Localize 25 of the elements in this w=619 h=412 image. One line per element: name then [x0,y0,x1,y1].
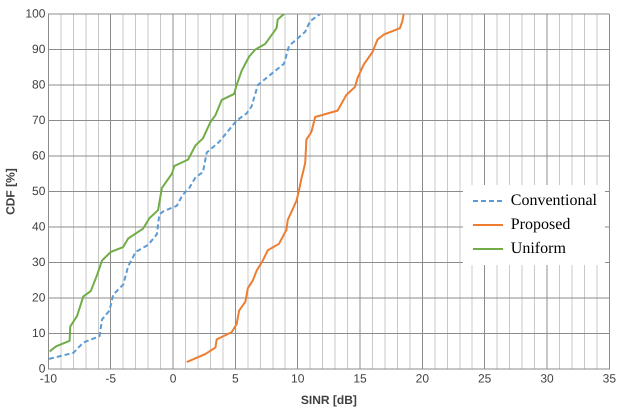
y-tick-label: 80 [32,77,46,92]
x-tick-label: 20 [416,372,430,386]
y-tick-label: 90 [32,42,46,56]
y-tick-label: 30 [32,254,46,269]
x-tick-label: 25 [478,372,492,386]
y-axis-title: CDF [%] [4,168,18,215]
x-tick-label: 15 [353,372,368,386]
x-tick-label: 35 [602,372,616,386]
x-axis-title: SINR [dB] [300,393,357,408]
legend-label: Proposed [510,216,570,234]
x-tick-label: -5 [105,372,116,386]
x-tick-label: 5 [232,372,240,386]
y-tick-label: 70 [32,112,46,127]
y-tick-label: 60 [32,148,46,162]
x-tick-label: 10 [291,372,305,386]
y-tick-label: 10 [32,326,46,340]
x-tick-label: 30 [540,372,554,386]
y-tick-label: 40 [32,219,46,234]
y-tick-label: 100 [25,6,46,20]
x-tick-label: 0 [170,372,177,386]
y-tick-label: 20 [32,290,46,304]
y-tick-label: 50 [32,184,46,198]
line-series [48,14,322,360]
legend-label: Conventional [510,192,597,210]
legend-label: Uniform [510,240,566,258]
